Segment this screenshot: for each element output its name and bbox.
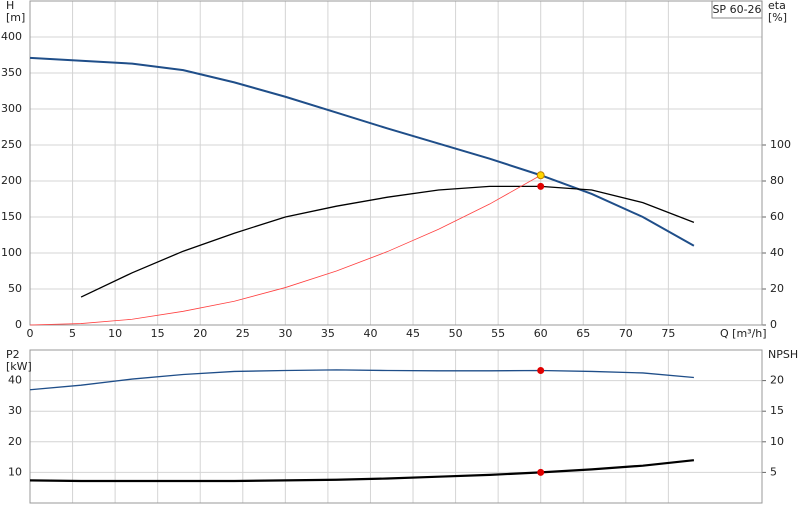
y2-tick-label: 40 bbox=[770, 246, 784, 259]
y-tick-label: 20 bbox=[8, 435, 22, 448]
y2-axis-unit: [%] bbox=[768, 11, 787, 24]
duty-point bbox=[537, 182, 545, 190]
y-axis-unit: [m] bbox=[6, 11, 25, 24]
curve bbox=[80, 185, 695, 298]
y-tick-label: 200 bbox=[1, 174, 22, 187]
x-tick-label: 35 bbox=[321, 327, 335, 340]
y-tick-label: 100 bbox=[1, 246, 22, 259]
y-tick-label: 300 bbox=[1, 102, 22, 115]
x-axis-label: Q [m³/h] bbox=[720, 327, 767, 340]
curve bbox=[29, 369, 694, 391]
y-tick-label: 50 bbox=[8, 282, 22, 295]
x-tick-label: 55 bbox=[491, 327, 505, 340]
y2-tick-label: 80 bbox=[770, 174, 784, 187]
x-tick-label: 20 bbox=[193, 327, 207, 340]
x-tick-label: 0 bbox=[27, 327, 34, 340]
x-tick-label: 25 bbox=[236, 327, 250, 340]
y-tick-label: 10 bbox=[8, 465, 22, 478]
plot-background bbox=[30, 1, 762, 325]
y-tick-label: 250 bbox=[1, 138, 22, 151]
y2-tick-label: 15 bbox=[770, 404, 784, 417]
x-tick-label: 10 bbox=[108, 327, 122, 340]
y2-tick-label: 10 bbox=[770, 435, 784, 448]
y2-tick-label: 20 bbox=[770, 374, 784, 387]
y2-tick-label: 60 bbox=[770, 210, 784, 223]
x-tick-label: 15 bbox=[151, 327, 165, 340]
duty-point bbox=[536, 171, 545, 180]
duty-point bbox=[537, 468, 545, 476]
chart-title: SP 60-26 bbox=[712, 3, 761, 16]
y2-tick-label: 100 bbox=[770, 138, 791, 151]
curve bbox=[29, 56, 695, 247]
title-box bbox=[711, 0, 763, 19]
x-tick-label: 45 bbox=[406, 327, 420, 340]
y-tick-label: 350 bbox=[1, 66, 22, 79]
y-tick-label: 400 bbox=[1, 30, 22, 43]
y2-tick-label: 5 bbox=[770, 465, 777, 478]
curve bbox=[29, 459, 695, 483]
y-axis-unit: [kW] bbox=[6, 360, 32, 373]
x-tick-label: 30 bbox=[278, 327, 292, 340]
y-tick-label: 40 bbox=[8, 374, 22, 387]
x-tick-label: 75 bbox=[661, 327, 675, 340]
duty-point bbox=[537, 367, 545, 375]
x-tick-label: 70 bbox=[619, 327, 633, 340]
y2-axis-label: eta bbox=[768, 0, 786, 12]
plot-frame bbox=[29, 0, 763, 326]
curve bbox=[29, 174, 541, 326]
plot-frame bbox=[29, 349, 763, 504]
x-tick-label: 50 bbox=[449, 327, 463, 340]
y2-tick-label: 0 bbox=[770, 318, 777, 331]
y2-tick-label: 20 bbox=[770, 282, 784, 295]
y-tick-label: 150 bbox=[1, 210, 22, 223]
x-tick-label: 5 bbox=[69, 327, 76, 340]
x-tick-label: 40 bbox=[363, 327, 377, 340]
y-tick-label: 0 bbox=[15, 318, 22, 331]
y-tick-label: 30 bbox=[8, 404, 22, 417]
y-axis-label: H bbox=[6, 0, 14, 12]
x-tick-label: 65 bbox=[576, 327, 590, 340]
x-tick-label: 60 bbox=[534, 327, 548, 340]
y-axis-label: P2 bbox=[6, 348, 20, 361]
y2-axis-label: NPSH bbox=[768, 348, 798, 361]
